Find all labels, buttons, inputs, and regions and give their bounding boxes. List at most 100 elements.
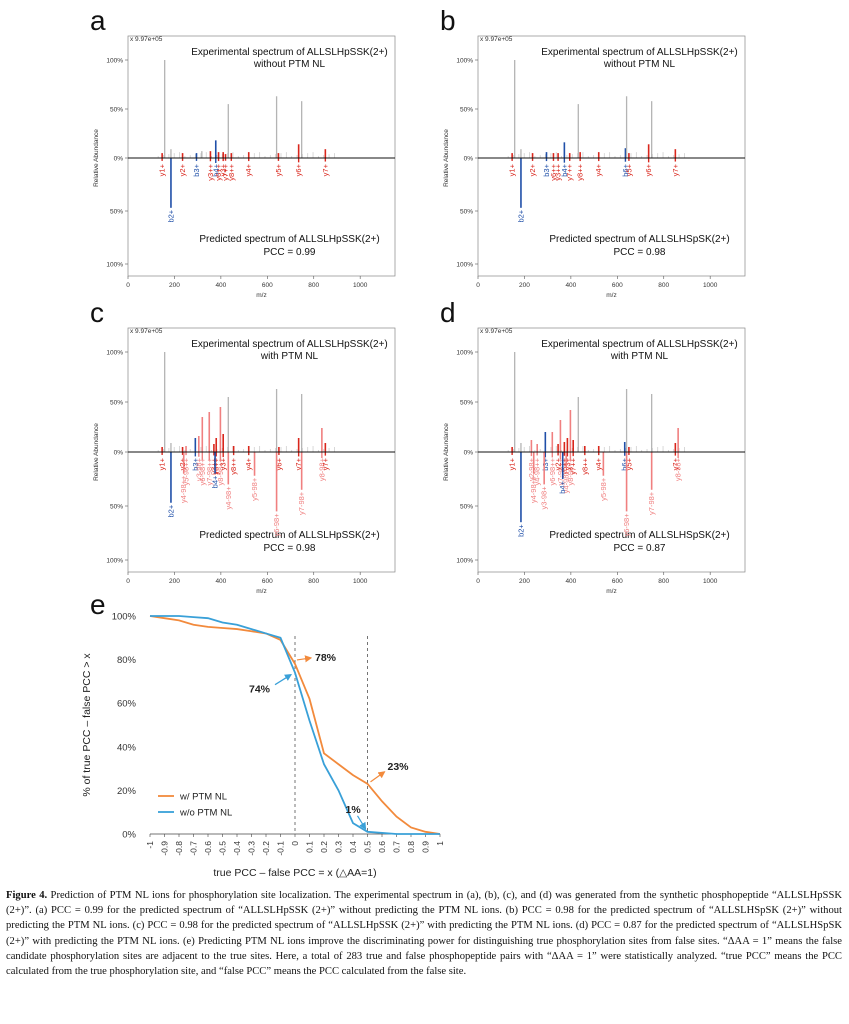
peak-label: y4-98++ xyxy=(533,457,542,485)
peak-label: y3++ xyxy=(206,163,215,180)
x-tick-label: 200 xyxy=(169,578,180,585)
spectrum-panel-d: d x 9.97e+05 Experimental spectrum of ALLS… xyxy=(440,297,746,595)
peak-label: y2+ xyxy=(178,163,187,176)
peak-label: b3+ xyxy=(542,163,551,176)
y-tick-label: 50% xyxy=(460,400,473,407)
annotation-74: 74% xyxy=(249,684,271,696)
peak-label: y2+ xyxy=(178,457,187,470)
pcc-value: PCC = 0.87 xyxy=(614,543,666,554)
y-tick-label: 60% xyxy=(117,699,137,710)
experimental-title: Experimental spectrum of ALLSLHpSSK(2+) xyxy=(541,47,737,58)
line-chart-panel-e: e 0% 20% 40% 60% 80% 100% -1 -0.9 -0.8 -0.7 -0.6 -0.… xyxy=(81,589,445,879)
y-tick-label: 50% xyxy=(460,209,473,216)
annotation-arrow xyxy=(370,771,386,783)
peak-label: b2+ xyxy=(166,209,175,222)
x-axis-label: m/z xyxy=(606,292,616,299)
x-tick-label: 0.7 xyxy=(392,841,402,853)
peak-label: y5+ xyxy=(274,163,283,176)
x-tick-label: -0.8 xyxy=(174,841,184,856)
peak-label: y7+ xyxy=(671,163,680,176)
peak-label: y3-98+ xyxy=(540,486,549,510)
y-tick-label: 0% xyxy=(464,450,474,457)
peak-label: y7-98+ xyxy=(647,491,656,515)
annotation-23: 23% xyxy=(388,761,410,773)
y-axis-label: Relative Abundance xyxy=(93,423,100,481)
peak-label: y2-98+ xyxy=(527,457,536,481)
x-tick-label: 800 xyxy=(308,578,319,585)
panel-label-e: e xyxy=(90,589,106,620)
y-tick-label: 20% xyxy=(117,786,137,797)
peak-label: b6+ xyxy=(621,163,630,176)
experimental-subtitle: with PTM NL xyxy=(260,351,319,362)
y-tick-label: 0% xyxy=(114,450,124,457)
x-tick-label: 600 xyxy=(262,578,273,585)
y-tick-label: 50% xyxy=(110,209,123,216)
peak-label: y4-98++ xyxy=(179,475,188,503)
x-tick-label: -0.1 xyxy=(276,841,286,856)
x-axis-label: m/z xyxy=(606,588,616,595)
x-tick-label: 200 xyxy=(519,282,530,289)
peak-label: y4-98+ xyxy=(224,486,233,510)
peak-label: y1+ xyxy=(158,457,167,470)
y-tick-label: 100% xyxy=(106,558,123,565)
x-tick-label: 600 xyxy=(612,578,623,585)
x-tick-label: 0.6 xyxy=(377,841,387,853)
x-tick-label: 0.1 xyxy=(305,841,315,853)
plot-frame xyxy=(127,327,396,573)
annotation-arrow xyxy=(356,815,367,830)
peak-label: y5-98++ xyxy=(182,457,191,485)
panel-label-a: a xyxy=(90,5,106,36)
experimental-title: Experimental spectrum of ALLSLHpSSK(2+) xyxy=(191,47,387,58)
experimental-title: Experimental spectrum of ALLSLHpSSK(2+) xyxy=(191,339,387,350)
peak-label: y4+ xyxy=(594,163,603,176)
x-tick-label: 0.2 xyxy=(319,841,329,853)
x-tick-label: 200 xyxy=(519,578,530,585)
y-tick-label: 50% xyxy=(110,400,123,407)
annotation-1: 1% xyxy=(346,804,362,816)
scale-label: x 9.97e+05 xyxy=(130,36,163,43)
peak-label: y5+ xyxy=(624,457,633,470)
peak-label: y8++ xyxy=(227,163,236,180)
peak-label: y8++ xyxy=(229,457,238,474)
peak-label: y8-98+ xyxy=(317,457,326,481)
peak-label: y4+ xyxy=(594,457,603,470)
x-tick-label: 0 xyxy=(126,578,130,585)
x-axis-label: m/z xyxy=(256,588,266,595)
peak-label: b4+ xyxy=(558,480,567,493)
y-tick-label: 100% xyxy=(106,58,123,65)
x-tick-label: 0.8 xyxy=(406,841,416,853)
legend-label: w/ PTM NL xyxy=(179,792,227,803)
y-tick-label: 50% xyxy=(110,107,123,114)
plot-frame xyxy=(477,35,746,277)
peak-label: y6++ xyxy=(560,457,569,474)
spectrum-panel-a: a x 9.97e+05 Experimental spectrum of ALLS… xyxy=(90,5,396,299)
y-tick-label: 0% xyxy=(122,830,136,841)
peak-label: b2+ xyxy=(166,504,175,517)
y-tick-label: 0% xyxy=(464,156,474,163)
spectrum-panel-c: c x 9.97e+05 Experimental spectrum of ALLS… xyxy=(90,297,396,595)
y-axis-label: % of true PCC – false PCC > x xyxy=(81,653,93,797)
peak-label: y7++ xyxy=(569,457,578,474)
y-tick-label: 50% xyxy=(110,504,123,511)
series-line-1 xyxy=(150,615,440,835)
x-tick-label: 600 xyxy=(612,282,623,289)
x-tick-label: -0.9 xyxy=(160,841,170,856)
peak-label: y4+ xyxy=(244,163,253,176)
peak-label: y1+ xyxy=(508,457,517,470)
y-tick-label: 0% xyxy=(114,156,124,163)
peak-label: y4-98++ xyxy=(529,475,538,503)
peak-label: y8-98+ xyxy=(674,457,683,481)
x-tick-label: 0.5 xyxy=(363,841,373,853)
x-tick-label: 0 xyxy=(476,282,480,289)
experimental-subtitle: without PTM NL xyxy=(253,59,326,70)
peak-label: b3+ xyxy=(191,457,200,470)
y-tick-label: 100% xyxy=(106,262,123,269)
y-axis-label: Relative Abundance xyxy=(443,423,450,481)
peak-label: b4+ xyxy=(211,163,220,176)
peak-label: y2+ xyxy=(528,163,537,176)
x-tick-label: -0.2 xyxy=(261,841,271,856)
x-tick-label: 1000 xyxy=(353,578,368,585)
peak-label: y7+ xyxy=(321,163,330,176)
peak-label: y2+ xyxy=(554,457,563,470)
